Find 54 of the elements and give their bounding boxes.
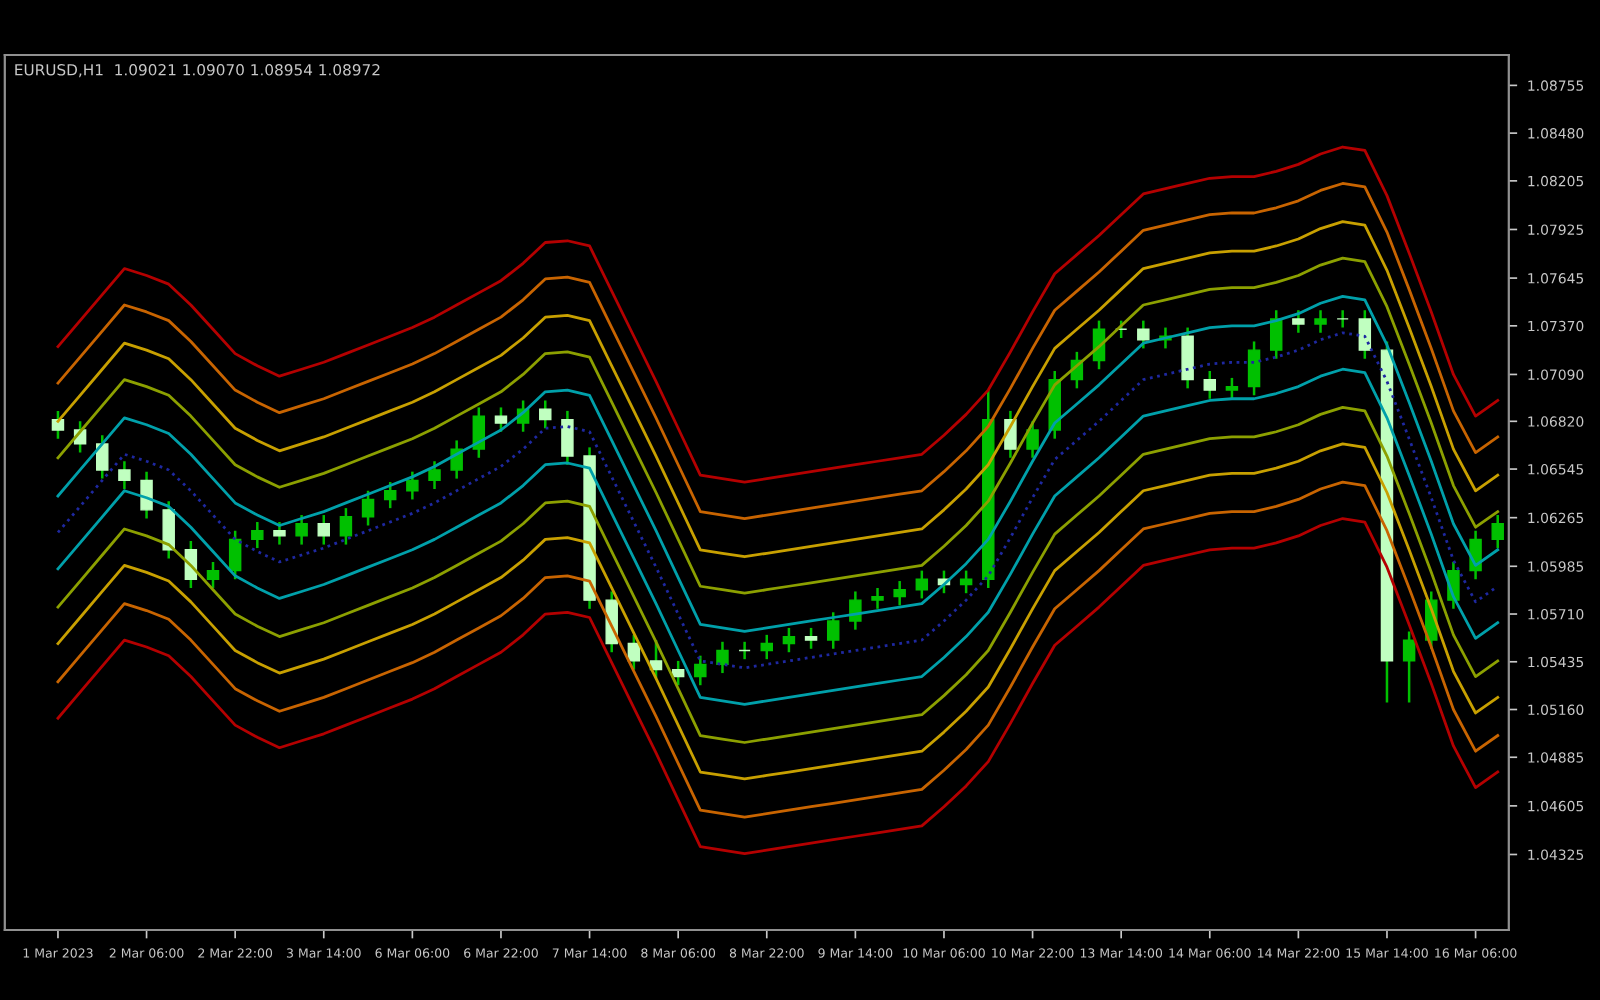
candlestick	[1181, 326, 1194, 390]
candlestick	[1491, 513, 1504, 550]
candlestick	[738, 640, 751, 661]
candlestick	[428, 460, 441, 491]
candlestick	[915, 569, 929, 600]
line-series	[56, 294, 1500, 633]
candlestick	[1247, 340, 1261, 397]
candlestick	[206, 560, 220, 590]
candlestick	[295, 513, 308, 546]
line-series	[56, 145, 1500, 484]
candlestick	[162, 499, 175, 560]
candlestick	[1225, 376, 1239, 400]
line-series	[56, 517, 1500, 855]
candlestick	[804, 626, 818, 650]
candlestick	[1402, 630, 1416, 704]
candlestick	[1026, 420, 1039, 460]
candlestick	[871, 586, 884, 611]
candlestick	[782, 626, 796, 654]
candlestick	[96, 433, 109, 480]
candlestick	[317, 513, 330, 546]
candlestick	[251, 520, 264, 550]
candlestick	[1203, 369, 1217, 400]
candlestick	[1358, 308, 1372, 361]
candlestick	[339, 506, 353, 546]
candlestick	[228, 529, 242, 581]
candlestick	[826, 611, 840, 650]
line-series	[56, 442, 1500, 781]
candlestick	[561, 409, 574, 466]
candlestick	[51, 409, 65, 440]
candlestick	[273, 520, 286, 546]
candlestick	[1314, 308, 1327, 335]
candlestick	[361, 489, 375, 527]
line-series	[56, 480, 1500, 819]
candlestick	[1269, 308, 1283, 361]
line-series	[56, 256, 1500, 595]
candlestick	[849, 590, 862, 631]
candlestick	[716, 640, 729, 675]
line-series	[56, 406, 1500, 744]
candlestick	[694, 654, 707, 687]
line-series	[56, 367, 1500, 706]
candlestick	[383, 480, 397, 510]
candlestick	[118, 460, 131, 491]
candlestick	[539, 399, 552, 430]
candlestick	[494, 406, 508, 433]
candlestick	[1292, 308, 1305, 335]
candlestick	[627, 633, 641, 671]
candlestick	[1336, 308, 1349, 329]
candlestick	[760, 633, 774, 661]
candlestick	[1137, 319, 1150, 350]
candlestick	[406, 470, 419, 501]
candlestick	[959, 569, 973, 595]
line-series	[56, 182, 1500, 520]
candlestick	[140, 470, 153, 520]
candlestick	[893, 579, 906, 607]
